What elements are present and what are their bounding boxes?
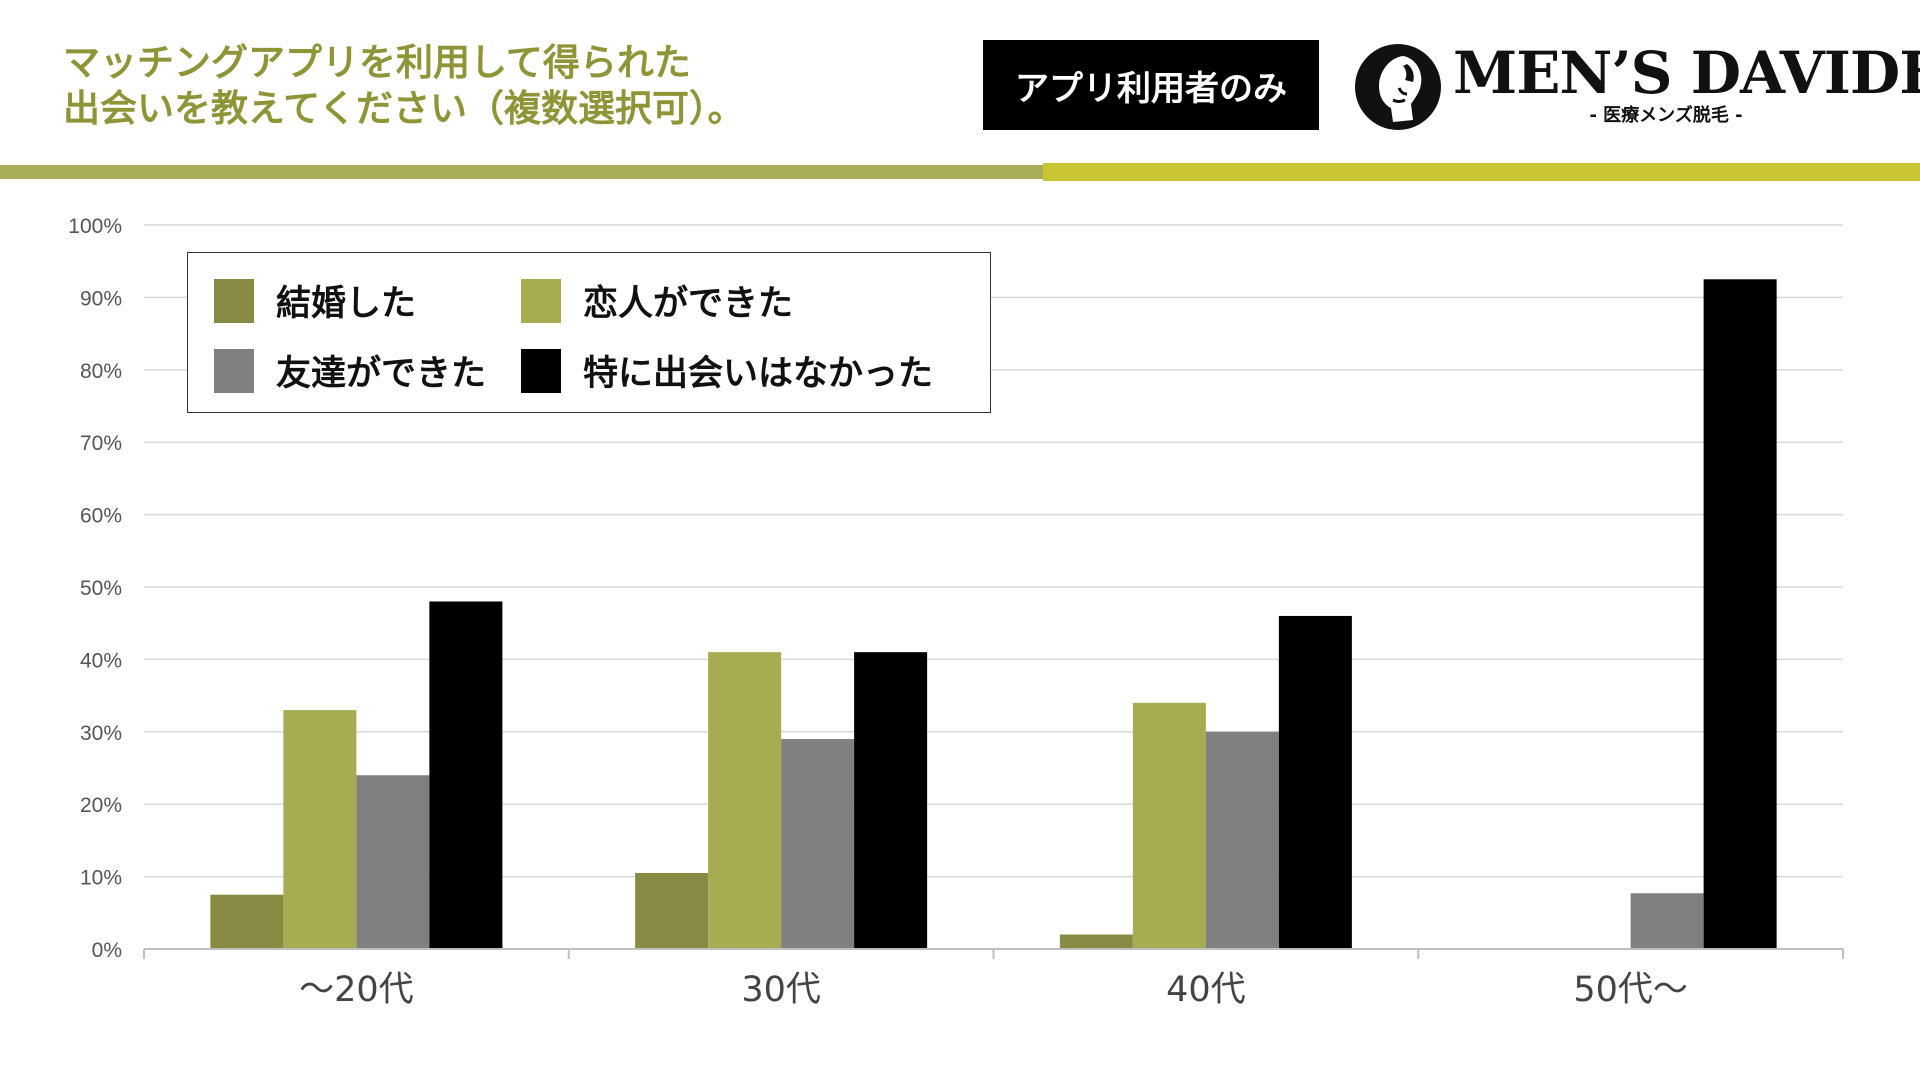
title-line-1: マッチングアプリを利用して得られた [63,41,691,84]
bar [1703,279,1777,949]
legend-label-partner: 恋人ができた [583,284,794,324]
david-statue-icon [1355,44,1441,130]
legend-label-friend: 友達ができた [276,354,487,394]
bar [210,894,284,949]
title-line-2: 出会いを教えてください（複数選択可）。 [63,87,745,130]
logo-subtitle: - 医療メンズ脱毛 - [1589,105,1743,126]
y-tick-label: 80% [80,360,122,383]
bar [356,775,430,949]
bar [1059,934,1133,949]
legend-swatch-friend [214,348,254,393]
legend-swatch-partner [521,278,561,323]
bar [1630,893,1704,949]
legend-item-partner: 恋人ができた [521,275,793,326]
y-tick-label: 90% [80,287,122,310]
bar [781,739,855,949]
axis-layer: 0% 10% 20% 30% 40% 50% 60% 70% 80% 90% 100% ～20代 30代… [68,215,1844,1010]
y-tick-label: 10% [80,867,122,890]
y-tick-label: 50% [80,577,122,600]
bar [1278,615,1352,949]
chart-legend: 結婚した 恋人ができた 友達ができた 特に出会いはなかった [187,252,991,413]
bar [708,652,782,949]
legend-item-none: 特に出会いはなかった [521,345,933,396]
y-tick-label: 100% [68,215,122,238]
y-tick-label: 20% [80,794,122,817]
brand-logo: MEN’S DAVIDE - 医療メンズ脱毛 - [1353,40,1920,140]
bar [283,710,357,949]
legend-label-married: 結婚した [276,284,417,324]
bar [1132,702,1206,949]
bar [854,652,928,949]
x-tick-label: 50代～ [1573,970,1688,1010]
header-stripe-right [1043,163,1920,181]
bar [429,601,503,949]
y-tick-label: 30% [80,722,122,745]
x-tick-label: ～20代 [299,970,414,1010]
bar [635,872,709,949]
bars-layer [210,279,1777,949]
app-users-only-badge: アプリ利用者のみ [983,40,1319,130]
y-tick-label: 70% [80,432,122,455]
x-tick-label: 30代 [741,970,821,1010]
y-tick-label: 40% [80,649,122,672]
legend-label-none: 特に出会いはなかった [583,354,934,394]
legend-item-married: 結婚した [214,275,416,326]
x-tick-label: 40代 [1166,970,1246,1010]
bar-chart: 0% 10% 20% 30% 40% 50% 60% 70% 80% 90% 100% ～20代 30代… [68,215,1844,1010]
header-stripe-left [0,165,1043,179]
y-tick-label: 0% [92,939,122,962]
y-tick-label: 60% [80,505,122,528]
legend-swatch-none [521,348,561,393]
page-title: マッチングアプリを利用して得られた 出会いを教えてください（複数選択可）。 [63,40,745,132]
legend-item-friend: 友達ができた [214,345,486,396]
bar [1205,731,1279,949]
logo-wordmark: MEN’S DAVIDE [1453,39,1920,107]
legend-swatch-married [214,278,254,323]
